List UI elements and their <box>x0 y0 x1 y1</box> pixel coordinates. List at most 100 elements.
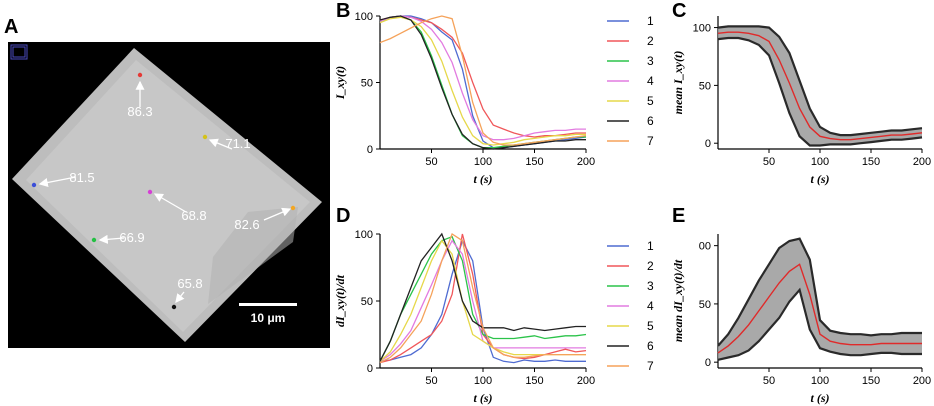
y-tick-label: 50 <box>699 299 711 311</box>
point-marker-1 <box>137 72 143 78</box>
x-tick-label: 150 <box>862 156 880 168</box>
x-tick-label: 150 <box>862 375 880 387</box>
panel-letter-b: B <box>336 0 351 22</box>
x-tick-label: 50 <box>763 375 775 387</box>
legend-label-1: 1 <box>647 239 654 253</box>
point-label-6: 66.9 <box>119 230 144 245</box>
y-tick-label: 100 <box>355 229 373 241</box>
y-tick-label: 0 <box>705 138 711 150</box>
std-band-upper-edge <box>717 237 922 347</box>
y-axis-label-e: mean dI_xy(t)/dt <box>671 259 685 342</box>
mean-line <box>717 31 923 141</box>
point-marker-4 <box>147 189 153 195</box>
x-tick-label: 50 <box>425 375 437 387</box>
y-axis-label-b: I_xy(t) <box>333 66 347 100</box>
overlay-square-outer <box>10 44 28 60</box>
legend-label-5: 5 <box>647 94 654 108</box>
overlay-square-inner <box>12 46 26 58</box>
std-band-lower-edge <box>717 36 923 147</box>
y-tick-label: 00 <box>699 241 711 253</box>
x-tick-label: 100 <box>474 156 492 168</box>
point-marker-6 <box>91 237 97 243</box>
x-axis-label-b: t (s) <box>474 172 493 186</box>
legend-label-7: 7 <box>647 134 654 148</box>
legend-label-3: 3 <box>647 279 654 293</box>
series-line-2 <box>379 233 587 364</box>
micrograph-image: 86.3 71.1 81.5 68.8 82.6 66.9 65.8 10 μm <box>8 42 330 348</box>
point-label-7: 65.8 <box>177 276 202 291</box>
point-marker-2 <box>202 134 208 140</box>
point-arrow-5 <box>263 207 292 221</box>
y-tick-label: 50 <box>699 80 711 92</box>
chart-panel-c: 50 100 150 200 0 50 100 t (s) mean I_xy(t) <box>671 16 931 186</box>
std-band <box>718 26 922 146</box>
chart-panel-e: 50 100 150 200 0 50 00 t (s) mean dI_xy(t)/dt <box>671 234 931 405</box>
series-line-6 <box>379 232 586 362</box>
series-line-5 <box>379 239 586 362</box>
panel-letter-a: A <box>4 16 19 38</box>
series-line-1 <box>379 15 587 149</box>
point-label-5: 82.6 <box>234 217 259 232</box>
x-tick-label: 100 <box>811 156 829 168</box>
panel-letter-d: D <box>336 205 351 227</box>
series-line-4 <box>379 239 586 362</box>
y-tick-label: 0 <box>705 357 711 369</box>
point-arrow-6 <box>98 234 125 244</box>
point-marker-3 <box>31 182 37 188</box>
x-tick-label: 200 <box>577 375 595 387</box>
legend-label-3: 3 <box>647 54 654 68</box>
point-label-4: 68.8 <box>181 208 206 223</box>
point-label-2: 71.1 <box>225 136 250 151</box>
std-band <box>718 238 922 360</box>
point-arrow-7 <box>175 291 185 304</box>
x-tick-label: 200 <box>913 375 931 387</box>
point-marker-7 <box>171 304 177 310</box>
crystal-shade <box>208 207 298 304</box>
x-tick-label: 100 <box>474 375 492 387</box>
x-tick-label: 50 <box>763 156 775 168</box>
panel-letter-c: C <box>672 0 687 22</box>
x-tick-label: 150 <box>525 156 543 168</box>
legend-label-6: 6 <box>647 339 654 353</box>
series-line-6 <box>379 15 586 150</box>
point-label-1: 86.3 <box>127 104 152 119</box>
y-tick-label: 100 <box>355 11 373 23</box>
std-band-lower-edge <box>717 287 922 361</box>
legend-label-6: 6 <box>647 114 654 128</box>
point-label-3: 81.5 <box>69 170 94 185</box>
x-tick-label: 100 <box>811 375 829 387</box>
y-tick-label: 50 <box>361 78 373 90</box>
series-line-3 <box>379 235 587 362</box>
x-tick-label: 200 <box>913 156 931 168</box>
x-axis-label-e: t (s) <box>811 391 830 405</box>
mean-line <box>717 263 922 354</box>
legend-label-5: 5 <box>647 319 654 333</box>
std-band-upper-edge <box>717 25 923 137</box>
chart-panel-d: 50 100 150 200 0 50 100 t (s) dI_xy(t)/dt 1 2 3 4 5 6 7 <box>333 229 654 405</box>
series-line-4 <box>379 15 586 141</box>
point-marker-5 <box>290 205 296 211</box>
series-line-2 <box>379 15 586 138</box>
y-axis-label-d: dI_xy(t)/dt <box>333 274 347 327</box>
legend-label-1: 1 <box>647 14 654 28</box>
series-line-7 <box>379 15 587 146</box>
legend-label-7: 7 <box>647 359 654 373</box>
x-axis-label-d: t (s) <box>474 391 493 405</box>
y-tick-label: 50 <box>361 296 373 308</box>
point-arrow-3 <box>38 176 77 187</box>
x-tick-label: 200 <box>577 156 595 168</box>
chart-panel-b: 50 100 150 200 0 50 100 t (s) I_xy(t) 1 2 3 4 5 6 7 <box>333 11 654 186</box>
point-arrow-2 <box>208 138 233 150</box>
y-tick-label: 0 <box>367 363 373 375</box>
series-line-1 <box>379 238 586 364</box>
legend-label-4: 4 <box>647 299 654 313</box>
legend-label-2: 2 <box>647 34 654 48</box>
point-arrow-4 <box>153 193 187 213</box>
x-tick-label: 50 <box>425 156 437 168</box>
series-line-5 <box>379 16 586 146</box>
series-line-7 <box>379 233 586 364</box>
y-tick-label: 100 <box>693 23 711 35</box>
x-tick-label: 150 <box>525 375 543 387</box>
scale-bar-label: 10 μm <box>251 311 286 325</box>
